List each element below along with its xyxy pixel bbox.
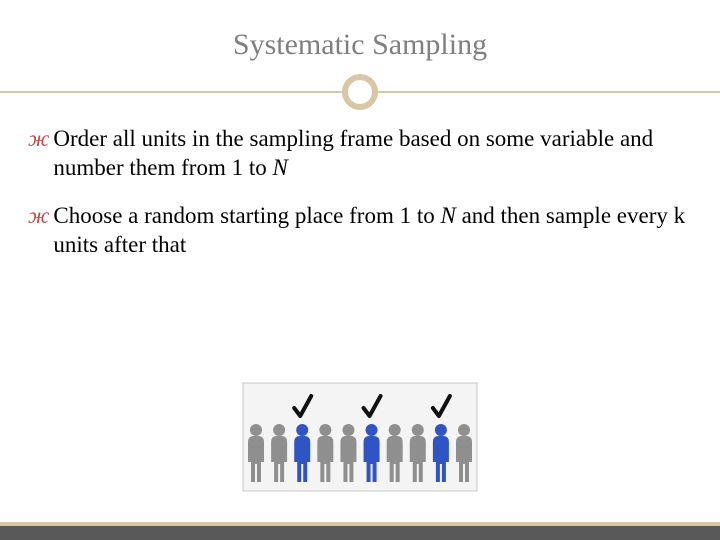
bullet-item: ж Order all units in the sampling frame … [28, 124, 692, 183]
bullet-item: ж Choose a random starting place from 1 … [28, 201, 692, 260]
content-area: ж Order all units in the sampling frame … [0, 114, 720, 260]
systematic-sampling-illustration [242, 382, 478, 492]
divider-circle-icon [342, 74, 378, 110]
bullet-swirl-icon: ж [28, 201, 49, 260]
slide-title: Systematic Sampling [0, 28, 720, 62]
people-row-icon [242, 382, 478, 492]
title-divider [0, 70, 720, 114]
bullet-swirl-icon: ж [28, 124, 49, 183]
footer-bar [0, 526, 720, 540]
slide: Systematic Sampling ж Order all units in… [0, 0, 720, 540]
bullet-text: Choose a random starting place from 1 to… [53, 201, 692, 260]
title-area: Systematic Sampling [0, 0, 720, 70]
bullet-text: Order all units in the sampling frame ba… [53, 124, 692, 183]
